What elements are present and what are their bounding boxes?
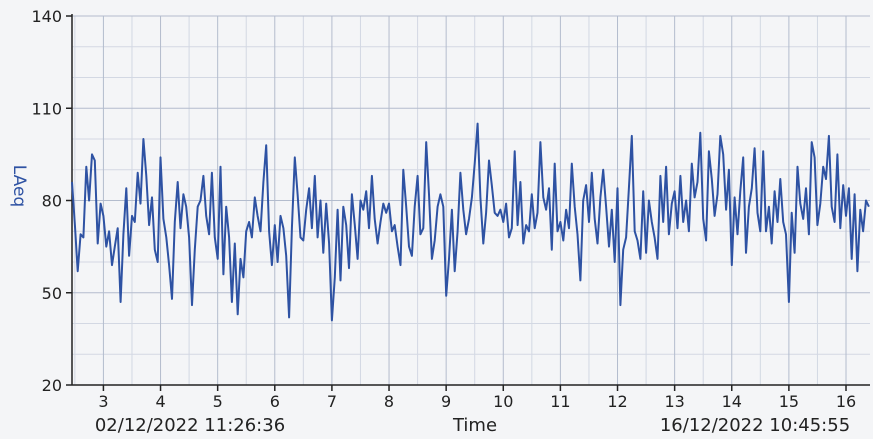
x-tick-label: 15 bbox=[779, 392, 799, 411]
x-tick-label: 8 bbox=[384, 392, 394, 411]
series-group bbox=[71, 122, 870, 322]
x-tick-label: 14 bbox=[722, 392, 742, 411]
x-tick-label: 3 bbox=[98, 392, 108, 411]
x-tick-label: 4 bbox=[155, 392, 165, 411]
x-tick-label: 6 bbox=[270, 392, 280, 411]
x-tick-label: 5 bbox=[213, 392, 223, 411]
x-axis-label: Time bbox=[452, 415, 497, 436]
axes bbox=[66, 14, 870, 391]
x-tick-labels: 3 4 5 6 7 8 9 10 11 12 13 14 15 16 bbox=[98, 392, 856, 411]
y-tick-label: 140 bbox=[31, 7, 62, 26]
x-tick-label: 10 bbox=[493, 392, 513, 411]
start-timestamp: 02/12/2022 11:26:36 bbox=[95, 415, 285, 436]
y-axis-label: LAeq bbox=[9, 165, 29, 207]
y-tick-label: 50 bbox=[42, 284, 62, 303]
x-tick-label: 9 bbox=[441, 392, 451, 411]
y-tick-label: 80 bbox=[42, 192, 62, 211]
y-tick-label: 20 bbox=[42, 376, 62, 395]
x-tick-label: 13 bbox=[664, 392, 684, 411]
y-tick-label: 110 bbox=[31, 99, 62, 118]
x-tick-label: 12 bbox=[607, 392, 627, 411]
end-timestamp: 16/12/2022 10:45:55 bbox=[660, 415, 850, 436]
x-tick-label: 11 bbox=[550, 392, 570, 411]
x-tick-label: 16 bbox=[836, 392, 856, 411]
laeq-series-line bbox=[71, 122, 870, 322]
y-tick-labels: 20 50 80 110 140 bbox=[31, 7, 62, 395]
x-tick-label: 7 bbox=[327, 392, 337, 411]
